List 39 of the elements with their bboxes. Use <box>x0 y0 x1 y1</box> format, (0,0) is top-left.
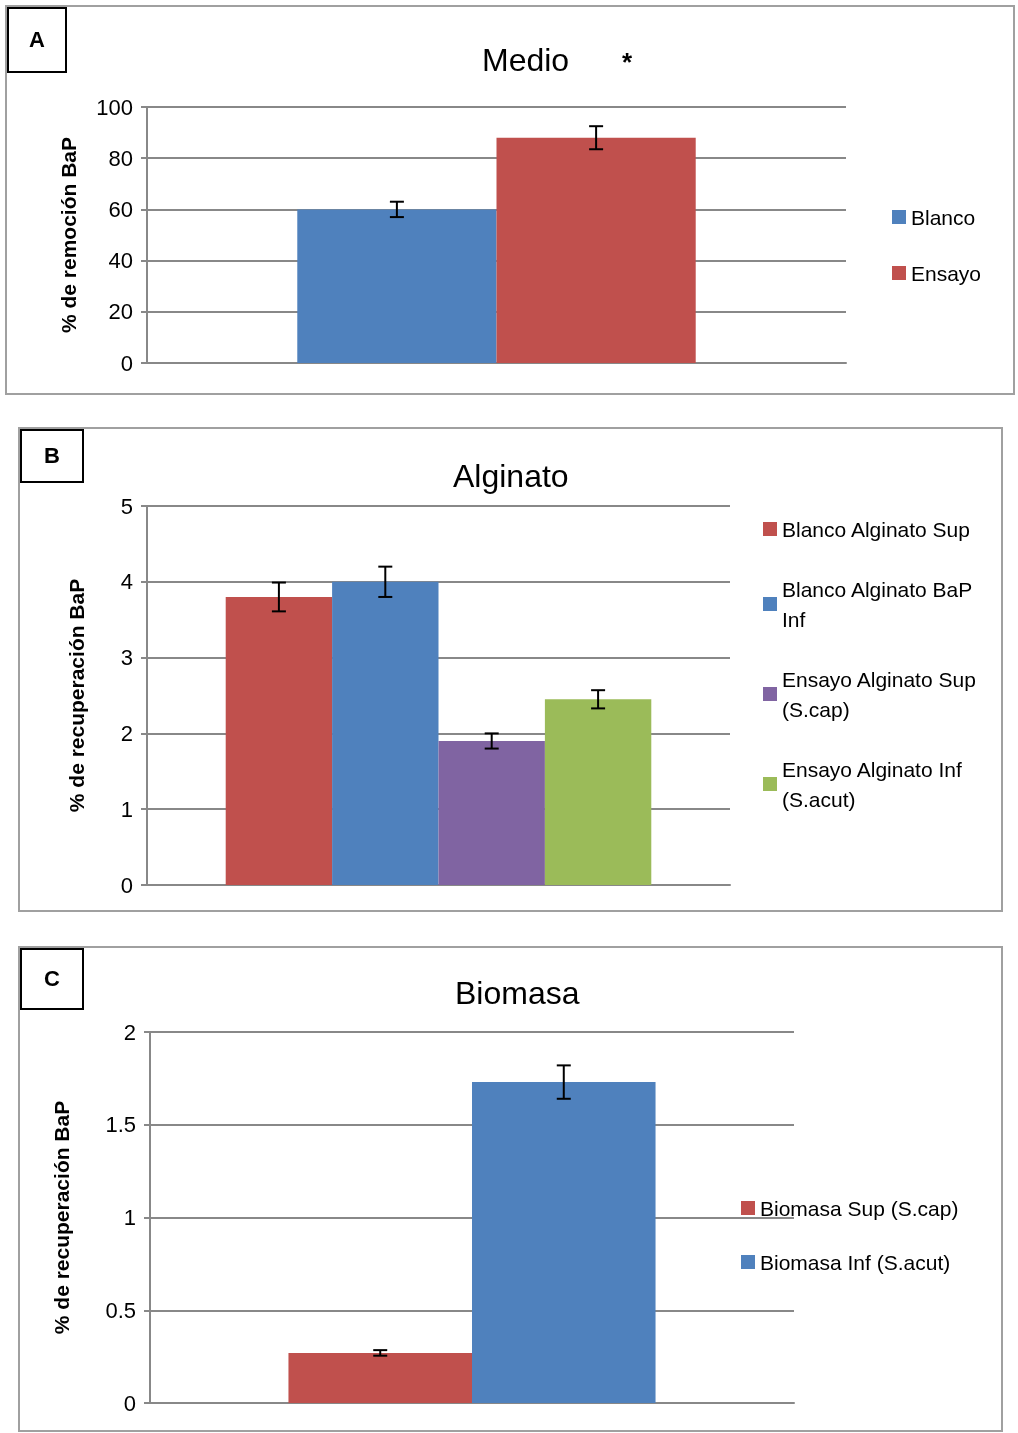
bar <box>438 740 545 885</box>
chart-title: Biomasa <box>455 975 580 1011</box>
text: * <box>622 47 633 78</box>
bar <box>332 581 439 885</box>
y-tick-label: 0 <box>123 1390 136 1416</box>
y-axis-title: % de recuperación BaP <box>50 1100 73 1335</box>
y-tick-label: 1.5 <box>105 1112 136 1138</box>
y-tick-label: 20 <box>108 299 133 325</box>
text: C <box>20 948 84 1010</box>
y-tick-label: 1 <box>123 1205 136 1230</box>
legend-label: Blanco Alginato Sup <box>782 517 970 541</box>
legend-label: Ensayo <box>911 261 982 285</box>
bar <box>225 596 333 885</box>
chart-title: Alginato <box>453 458 569 494</box>
y-tick-label: 2 <box>123 1019 136 1045</box>
y-tick-label: 4 <box>120 569 133 595</box>
y-tick-label: 5 <box>120 493 133 519</box>
chart-title: Medio <box>482 42 570 78</box>
y-tick-label: 0 <box>120 872 133 898</box>
y-tick-label: 60 <box>108 196 133 222</box>
y-axis-title: % de remoción BaP <box>57 136 80 334</box>
y-tick-label: 80 <box>108 145 133 171</box>
y-tick-label: 3 <box>120 645 133 671</box>
y-tick-label: 100 <box>96 94 133 120</box>
y-tick-label: 1 <box>120 796 133 822</box>
y-tick-label: 2 <box>120 720 133 746</box>
legend-label: Biomasa Inf (S.acut) <box>760 1250 951 1274</box>
text: B <box>20 429 84 483</box>
y-tick-label: 40 <box>108 248 133 274</box>
legend-label: Blanco Alginato BaP Inf <box>782 577 978 631</box>
bar <box>544 699 652 885</box>
y-tick-label: 0 <box>120 350 133 376</box>
legend-label: Ensayo Alginato Inf (S.acut) <box>782 757 968 811</box>
y-axis-title: % de recuperación BaP <box>65 578 88 813</box>
legend-label: Biomasa Sup (S.cap) <box>760 1196 959 1220</box>
legend-label: Ensayo Alginato Sup (S.cap) <box>782 667 982 721</box>
legend-label: Blanco <box>911 205 976 229</box>
y-tick-label: 0.5 <box>105 1297 136 1323</box>
text: A <box>7 7 67 73</box>
